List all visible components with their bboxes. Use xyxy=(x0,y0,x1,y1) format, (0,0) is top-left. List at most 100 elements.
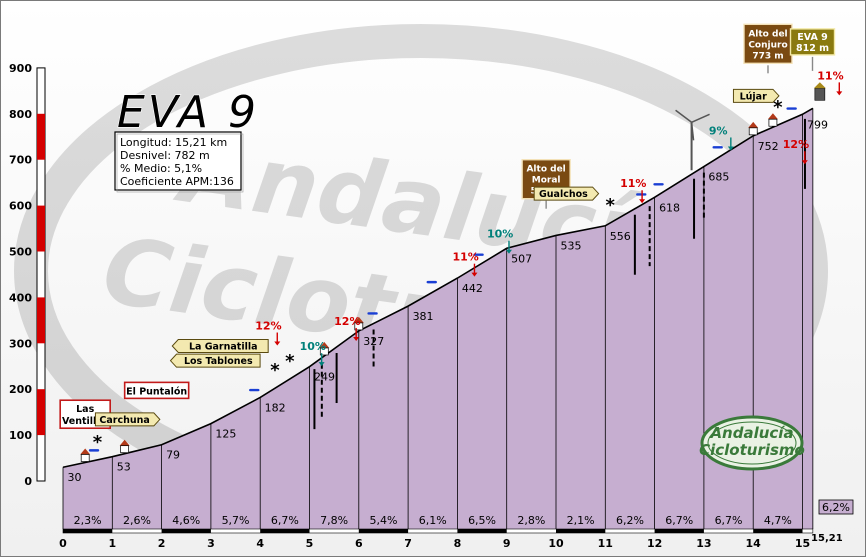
x-tick-label: 14 xyxy=(746,537,762,550)
grade-annotation: 10% xyxy=(300,340,326,353)
house-icon xyxy=(80,448,91,455)
altitude-label: 125 xyxy=(215,428,236,441)
summit-building-icon xyxy=(814,87,826,101)
place-box-line: El Puntalón xyxy=(126,386,187,397)
logo-line-1: Andalucía xyxy=(709,424,793,442)
road-sign-label: La Garnatilla xyxy=(189,341,258,352)
grade-annotation: 11% xyxy=(817,69,843,82)
grade-annotation-arrowhead xyxy=(505,249,512,254)
viewpoint-icon: * xyxy=(93,432,103,453)
grade-annotation: 12% xyxy=(783,138,809,151)
x-axis-band xyxy=(556,529,606,533)
road-sign-label: Carchuna xyxy=(99,415,149,426)
road-sign xyxy=(171,338,269,353)
segment-grade-label: 6,5% xyxy=(468,514,496,527)
grade-annotation-arrowhead xyxy=(801,160,808,165)
altitude-label: 799 xyxy=(807,118,828,131)
x-axis-band xyxy=(161,529,211,533)
house-icon-body xyxy=(120,445,129,454)
segment-grade-label: 7,8% xyxy=(320,514,348,527)
house-icon xyxy=(119,439,130,446)
pass-box-line: Moral xyxy=(532,176,561,186)
grade-annotation: 11% xyxy=(452,251,478,264)
y-axis-bar xyxy=(36,67,46,482)
segment-grade-label: 2,1% xyxy=(567,514,595,527)
pass-box-line: Alto del xyxy=(526,165,565,175)
house-icon-body xyxy=(748,127,758,136)
grade-annotation: 12% xyxy=(334,315,360,328)
altitude-label: 381 xyxy=(413,310,434,323)
x-axis-band xyxy=(260,529,310,533)
altitude-label: 685 xyxy=(708,171,729,184)
y-tick-label: 100 xyxy=(9,429,32,442)
house-icon-body xyxy=(319,347,329,356)
house-icon xyxy=(748,121,759,128)
viewpoint-icon: * xyxy=(773,97,783,118)
altitude-label: 556 xyxy=(610,230,631,243)
y-tick-label: 600 xyxy=(9,200,32,213)
house-icon-body xyxy=(354,322,364,331)
house-icon xyxy=(353,316,364,323)
stat-average-grade: % Medio: 5,1% xyxy=(120,162,202,175)
x-axis-band xyxy=(753,529,803,533)
y-tick-label: 400 xyxy=(9,291,32,304)
x-tick-label: 9 xyxy=(503,537,511,550)
y-tick-label: 500 xyxy=(9,246,32,259)
y-axis-band xyxy=(37,389,45,436)
segment-grade-label: 4,6% xyxy=(172,514,200,527)
x-axis-band xyxy=(654,529,704,533)
x-tick-label: 4 xyxy=(256,537,264,550)
y-tick-label: 900 xyxy=(9,62,32,75)
grade-annotation: 12% xyxy=(255,320,281,333)
road-sign-label: Lújar xyxy=(740,91,767,102)
road-sign-label: Gualchos xyxy=(539,189,588,200)
x-tick-label: 13 xyxy=(696,537,711,550)
stat-apm-coefficient: Coeficiente APM:136 xyxy=(120,175,234,188)
road-sign xyxy=(169,353,261,368)
grade-annotation-arrowhead xyxy=(318,362,325,367)
x-axis-band xyxy=(358,529,409,533)
summit-box-line: EVA 9 xyxy=(797,32,827,43)
y-tick-label: 700 xyxy=(9,154,32,167)
pass-box xyxy=(743,23,793,65)
wind-turbine-blade xyxy=(675,109,693,123)
x-axis-band xyxy=(457,529,507,533)
summit-box xyxy=(789,28,836,56)
grade-annotation: 9% xyxy=(709,124,728,137)
x-tick-label: 12 xyxy=(647,537,662,550)
x-tick-label: 0 xyxy=(59,537,67,550)
altitude-label: 53 xyxy=(117,461,131,474)
pass-box-line: Conjuro xyxy=(748,40,787,50)
y-axis-band xyxy=(37,205,45,252)
stat-elevation-gain: Desnivel: 782 m xyxy=(120,149,210,162)
place-box-line: Ventillas xyxy=(62,416,109,427)
place-box xyxy=(123,381,190,400)
altitude-label: 182 xyxy=(265,401,286,414)
altitude-label: 442 xyxy=(462,282,483,295)
y-tick-label: 800 xyxy=(9,108,32,121)
summit-box-line: 812 m xyxy=(796,43,829,54)
y-tick-label: 0 xyxy=(24,475,32,488)
x-tick-label: 2 xyxy=(158,537,166,550)
y-axis-band xyxy=(37,297,45,344)
road-sign xyxy=(533,186,600,201)
altitude-label: 79 xyxy=(166,449,180,462)
segment-grade-label: 6,7% xyxy=(665,514,693,527)
segment-grade-label: 6,7% xyxy=(271,514,299,527)
grade-annotation-arrowhead xyxy=(274,341,281,346)
house-icon xyxy=(767,113,778,120)
y-axis-band xyxy=(37,113,45,160)
grade-annotation-arrowhead xyxy=(471,272,478,277)
altitude-label: 535 xyxy=(560,239,581,252)
segment-grade-label: 4,7% xyxy=(764,514,792,527)
road-sign xyxy=(94,412,161,427)
andalucia-cicloturismo-logo: Andalucía Cicloturismo xyxy=(699,415,805,471)
final-grade-label: 6,2% xyxy=(822,501,850,514)
km-dividers xyxy=(62,108,814,529)
pass-box-line: Alto del xyxy=(748,29,787,39)
viewpoint-icon: * xyxy=(285,351,295,372)
final-grade-box xyxy=(818,499,854,515)
altitude-label: 30 xyxy=(67,471,81,484)
grade-annotation: 10% xyxy=(487,228,513,241)
